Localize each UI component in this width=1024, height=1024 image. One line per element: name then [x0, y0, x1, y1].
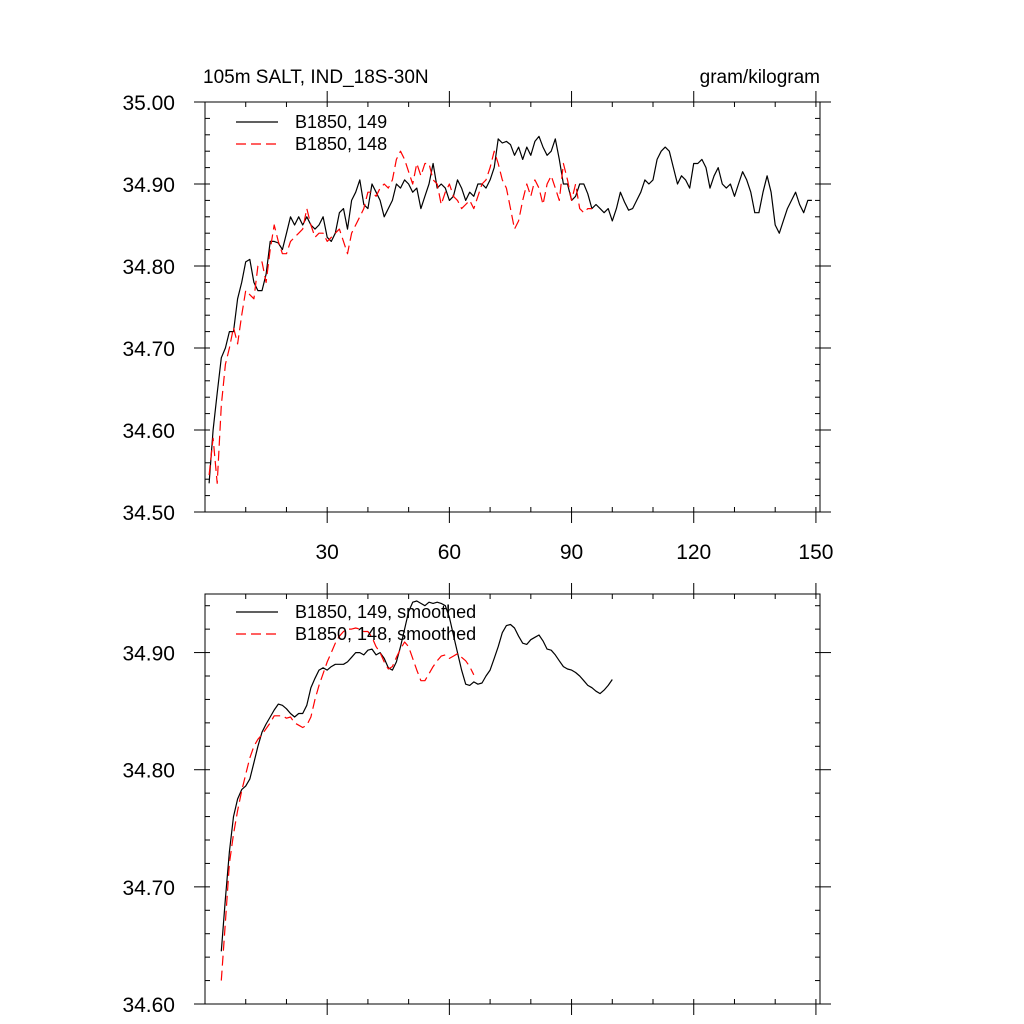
plot-frame	[204, 101, 821, 513]
y-tick-label: 34.70	[122, 338, 175, 361]
bottom-chart-panel: 34.60 34.70 34.80 34.90 B1850, 149, smoothe…	[122, 583, 831, 1017]
series-line-149-smoothed	[220, 600, 613, 952]
top-axes: 30 60 90 120 150 34.50 34.60 34.70 34.80 34.90 35.…	[122, 91, 833, 564]
top-legend: B1850, 149 B1850, 148	[236, 112, 387, 154]
y-tick-label: 34.80	[122, 760, 175, 783]
series-line-148-smoothed	[220, 627, 475, 981]
bottom-series-lines	[220, 600, 613, 981]
legend-label-148: B1850, 148	[295, 134, 387, 154]
legend-label-149-smoothed: B1850, 149, smoothed	[295, 602, 476, 622]
y-tick-label: 34.50	[122, 502, 175, 525]
y-tick-label: 34.90	[122, 643, 175, 666]
y-tick-label: 34.60	[122, 994, 175, 1017]
y-tick-label: 34.90	[122, 174, 175, 197]
x-tick-label: 90	[560, 541, 583, 564]
x-tick-label: 60	[438, 541, 461, 564]
plot-frame	[204, 593, 821, 1005]
series-line-149	[208, 135, 812, 484]
legend-label-148-smoothed: B1850, 148, smoothed	[295, 624, 476, 644]
y-tick-label: 34.70	[122, 877, 175, 900]
bottom-legend: B1850, 149, smoothed B1850, 148, smoothe…	[236, 602, 476, 644]
chart-title-left: 105m SALT, IND_18S-30N	[203, 67, 429, 88]
x-tick-label: 150	[798, 541, 833, 564]
x-tick-label: 120	[676, 541, 711, 564]
y-tick-label: 34.80	[122, 256, 175, 279]
y-tick-label: 35.00	[122, 92, 175, 115]
top-chart-panel: 105m SALT, IND_18S-30N gram/kilogram 30 6…	[122, 67, 833, 564]
bottom-axes: 34.60 34.70 34.80 34.90	[122, 583, 831, 1017]
y-tick-label: 34.60	[122, 420, 175, 443]
legend-label-149: B1850, 149	[295, 112, 387, 132]
chart-title-right: gram/kilogram	[700, 67, 820, 88]
top-series-lines	[208, 135, 812, 484]
x-tick-label: 30	[316, 541, 339, 564]
series-line-148	[208, 150, 592, 484]
